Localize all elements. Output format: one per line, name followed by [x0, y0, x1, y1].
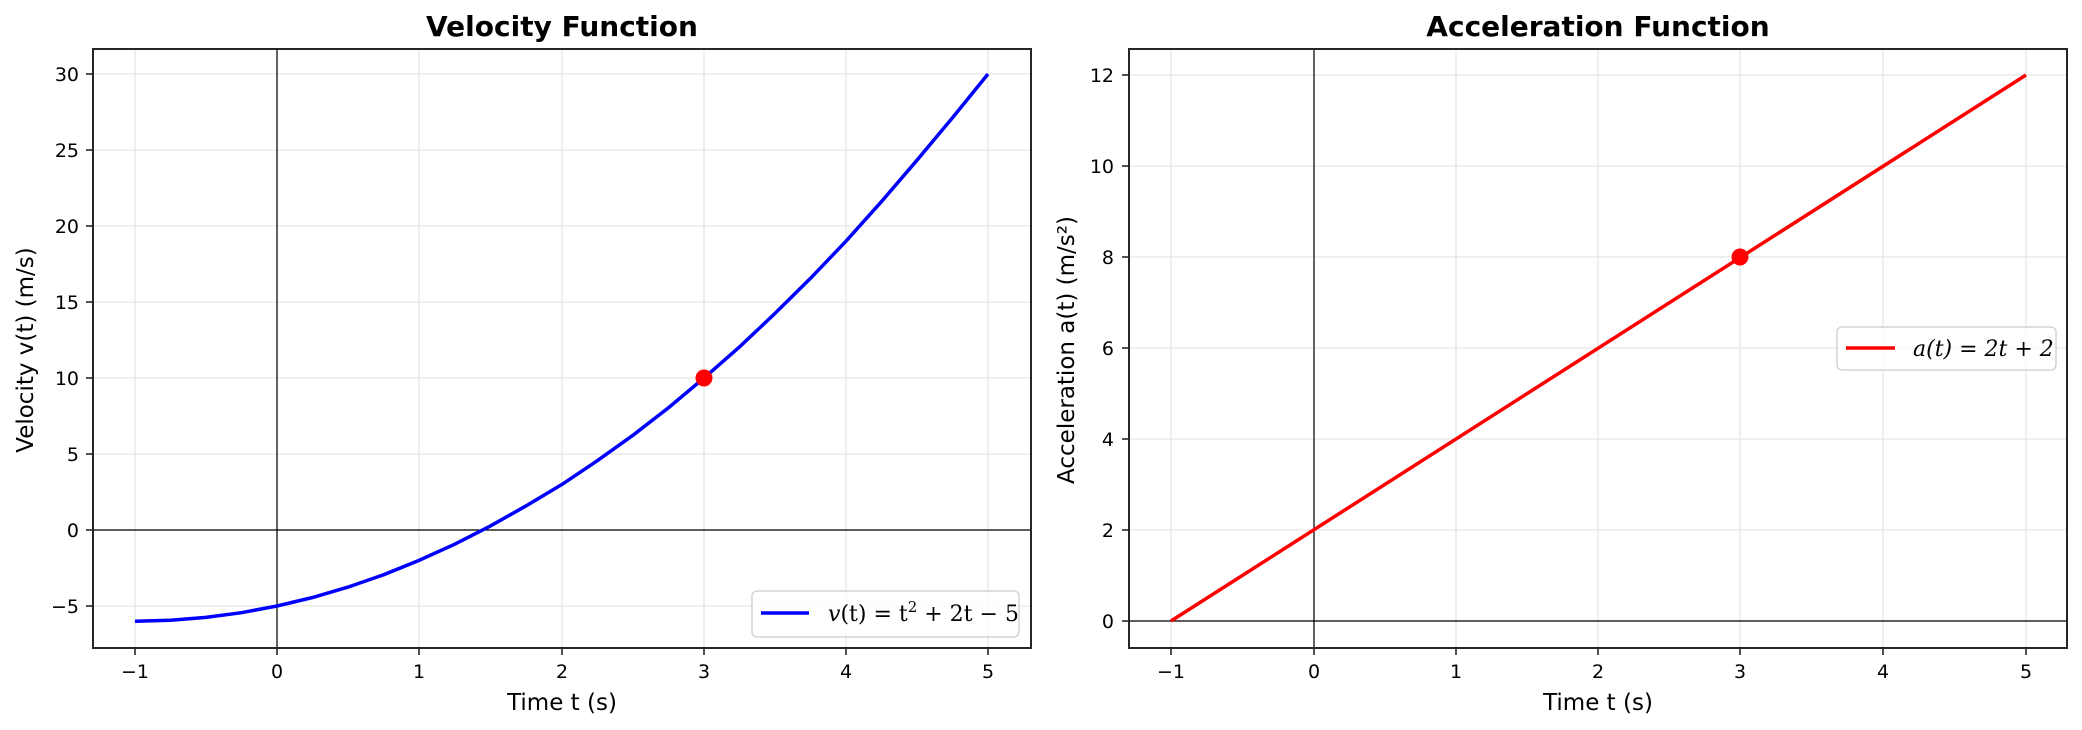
y-tick-label: 25: [55, 140, 79, 162]
y-tick-label: 12: [1090, 65, 1114, 87]
acceleration-y-tick-marks: [1122, 74, 1129, 622]
acceleration-chart-title: Acceleration Function: [1426, 10, 1769, 43]
x-tick-label: 0: [1308, 661, 1320, 683]
x-tick-label: 3: [698, 661, 710, 683]
x-tick-label: 3: [1734, 661, 1746, 683]
y-tick-label: 10: [55, 368, 79, 390]
x-tick-label: 1: [1450, 661, 1462, 683]
y-tick-label: 15: [55, 292, 79, 314]
acceleration-chart: Acceleration Function: [1054, 10, 2068, 716]
acceleration-y-axis-label: Acceleration a(t) (m/s²): [1054, 216, 1080, 484]
y-tick-label: 0: [67, 520, 79, 542]
y-tick-label: 5: [67, 444, 79, 466]
velocity-x-axis-label: Time t (s): [506, 690, 617, 716]
acceleration-x-axis-label: Time t (s): [1542, 690, 1653, 716]
y-tick-label: 20: [55, 216, 79, 238]
velocity-x-tick-labels: −1 0 1 2 3 4 5: [121, 661, 994, 683]
y-tick-label: 6: [1102, 338, 1114, 360]
acceleration-legend: a(t) = 2t + 2: [1836, 326, 2057, 371]
y-tick-label: 0: [1102, 611, 1114, 633]
y-tick-label: −5: [51, 596, 79, 618]
y-tick-label: 10: [1090, 156, 1114, 178]
acceleration-line: [1170, 73, 2027, 623]
velocity-y-tick-marks: [86, 73, 93, 607]
acceleration-highlight-point: [1731, 248, 1749, 266]
x-tick-label: 2: [1592, 661, 1604, 683]
velocity-highlight-point: [695, 369, 713, 387]
velocity-curve-smooth: [134, 72, 990, 623]
velocity-x-tick-marks: [134, 648, 989, 655]
acceleration-x-tick-labels: −1 0 1 2 3 4 5: [1157, 661, 2032, 683]
x-tick-label: 5: [2020, 661, 2032, 683]
y-tick-label: 2: [1102, 520, 1114, 542]
acceleration-legend-label: a(t) = 2t + 2: [1913, 337, 2054, 362]
y-tick-label: 4: [1102, 429, 1114, 451]
velocity-legend-label: v(t) = t2 + 2t − 5: [828, 598, 1019, 627]
x-tick-label: 0: [271, 661, 283, 683]
x-tick-label: 5: [982, 661, 994, 683]
x-tick-label: −1: [121, 661, 149, 683]
velocity-chart: Velocity Function: [13, 10, 1032, 716]
velocity-grid: [93, 49, 1031, 648]
y-tick-label: 8: [1102, 247, 1114, 269]
acceleration-y-tick-labels: 0 2 4 6 8 10 12: [1090, 65, 1114, 633]
velocity-legend: v(t) = t2 + 2t − 5: [751, 590, 1020, 638]
x-tick-label: 2: [556, 661, 568, 683]
velocity-y-tick-labels: −5 0 5 10 15 20 25 30: [51, 64, 79, 618]
x-tick-label: −1: [1157, 661, 1185, 683]
velocity-chart-title: Velocity Function: [426, 10, 698, 43]
x-tick-label: 1: [413, 661, 425, 683]
y-tick-label: 30: [55, 64, 79, 86]
x-tick-label: 4: [840, 661, 852, 683]
acceleration-x-tick-marks: [1170, 648, 2027, 655]
x-tick-label: 4: [1877, 661, 1889, 683]
velocity-y-axis-label: Velocity v(t) (m/s): [13, 247, 39, 453]
